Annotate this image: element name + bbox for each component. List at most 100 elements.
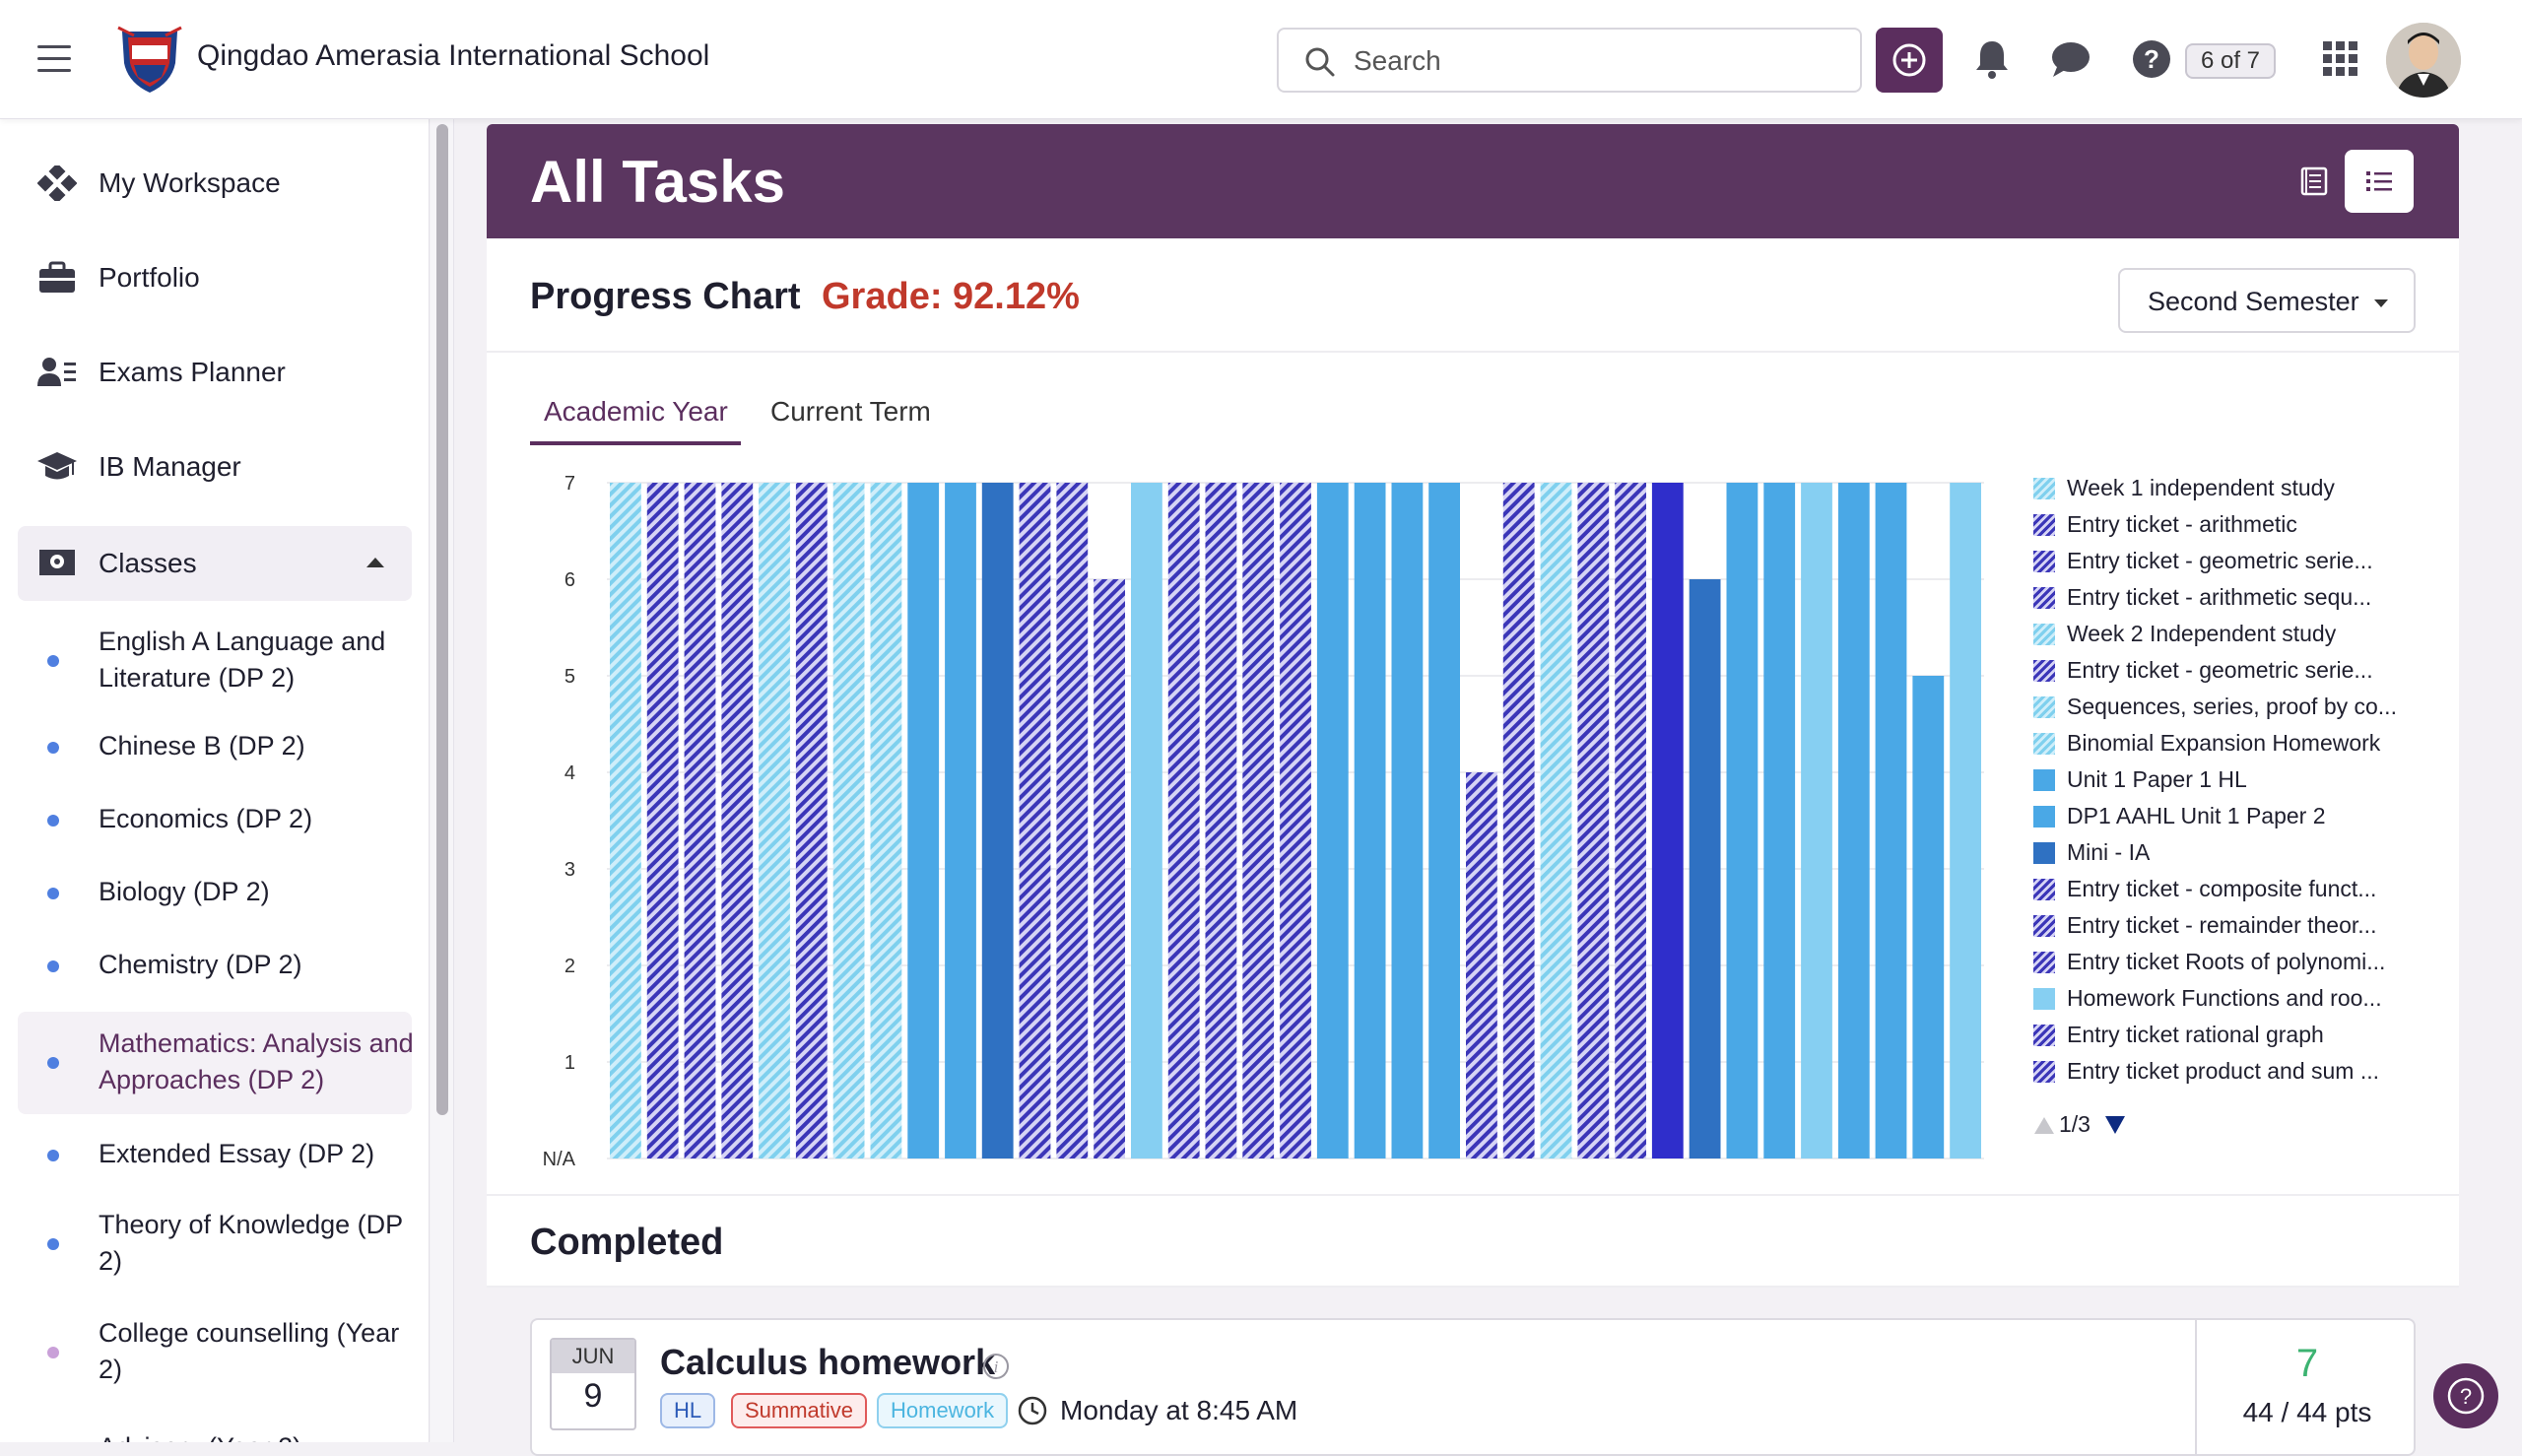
chart-bar[interactable] (1837, 483, 1870, 1158)
chart-bar[interactable] (1689, 579, 1721, 1158)
chart-bar[interactable] (945, 483, 976, 1158)
info-icon[interactable]: i (981, 1352, 1011, 1381)
chevron-down-icon (2374, 299, 2388, 307)
chart-bar[interactable] (870, 483, 902, 1158)
sidebar-item-exams-planner[interactable]: Exams Planner (18, 335, 412, 410)
page-counter-badge[interactable]: 6 of 7 (2185, 43, 2276, 79)
chart-bar[interactable] (832, 483, 865, 1158)
chart-bar[interactable] (1577, 483, 1610, 1158)
legend-label: Mini - IA (2067, 839, 2151, 865)
class-color-dot (47, 1238, 59, 1250)
chart-bar[interactable] (1391, 483, 1424, 1158)
school-name[interactable]: Qingdao Amerasia International School (197, 39, 710, 72)
y-tick-label: 1 (564, 1052, 575, 1074)
chart-bar[interactable] (1167, 483, 1200, 1158)
chart-bar[interactable] (1094, 579, 1125, 1158)
chart-bar[interactable] (1131, 483, 1162, 1158)
chart-bar[interactable] (1875, 483, 1907, 1158)
search-input[interactable] (1354, 41, 1836, 81)
legend-label: Entry ticket - composite funct... (2067, 876, 2377, 901)
user-avatar[interactable] (2386, 23, 2461, 98)
hamburger-menu-icon[interactable] (37, 45, 71, 73)
triangle-up-icon[interactable] (2033, 1115, 2055, 1135)
help-icon[interactable]: ? (2130, 37, 2173, 81)
date-month: JUN (552, 1340, 634, 1373)
class-item-theory-of-knowledge[interactable]: Theory of Knowledge (DP 2) (18, 1203, 412, 1286)
help-fab-button[interactable]: ? (2433, 1363, 2498, 1428)
legend-swatch (2033, 769, 2055, 791)
chart-bar[interactable] (1801, 483, 1832, 1158)
chart-bar[interactable] (1950, 483, 1981, 1158)
chevron-up-icon[interactable] (366, 558, 384, 567)
task-title[interactable]: Calculus homework (660, 1342, 996, 1382)
class-item-mathematics[interactable]: Mathematics: Analysis and Approaches (DP… (18, 1012, 414, 1114)
plus-circle-icon (1892, 43, 1926, 77)
class-item-chemistry[interactable]: Chemistry (DP 2) (18, 937, 412, 996)
class-item-economics[interactable]: Economics (DP 2) (18, 791, 412, 850)
apps-grid-icon[interactable] (2319, 37, 2362, 81)
legend-label: Entry ticket - geometric serie... (2067, 548, 2373, 573)
chart-bar[interactable] (1354, 483, 1386, 1158)
semester-dropdown[interactable]: Second Semester (2118, 268, 2416, 333)
legend-label: Binomial Expansion Homework (2067, 730, 2381, 756)
chart-bar[interactable] (1428, 483, 1460, 1158)
chat-icon[interactable] (2049, 37, 2092, 81)
class-item-college-counselling[interactable]: College counselling (Year 2) (18, 1311, 412, 1394)
chart-bar[interactable] (1056, 483, 1089, 1158)
class-item-biology[interactable]: Biology (DP 2) (18, 864, 412, 923)
chart-bar[interactable] (610, 483, 641, 1158)
chart-bar[interactable] (1540, 483, 1572, 1158)
grade-text: Grade: 92.12% (822, 276, 1080, 317)
chart-bar[interactable] (907, 483, 940, 1158)
chart-bar[interactable] (1466, 772, 1497, 1158)
chart-bar[interactable] (981, 483, 1014, 1158)
legend-swatch (2033, 915, 2055, 937)
chart-bar[interactable] (1912, 676, 1945, 1158)
sidebar-item-portfolio[interactable]: Portfolio (18, 240, 412, 315)
page-title: All Tasks (530, 149, 786, 215)
svg-text:i: i (994, 1357, 999, 1376)
chart-bar[interactable] (759, 483, 790, 1158)
tab-current-term[interactable]: Current Term (770, 396, 931, 427)
legend-swatch (2033, 879, 2055, 900)
search-box[interactable] (1277, 28, 1862, 93)
class-item-advisory[interactable]: Advisory (Year 2) (18, 1420, 412, 1442)
class-item-extended-essay[interactable]: Extended Essay (DP 2) (18, 1126, 412, 1185)
add-button[interactable] (1876, 28, 1943, 93)
legend-label: Entry ticket - arithmetic (2067, 511, 2297, 537)
chart-bar[interactable] (1019, 483, 1051, 1158)
legend-swatch (2033, 514, 2055, 536)
chart-bar[interactable] (1726, 483, 1759, 1158)
legend-swatch (2033, 478, 2055, 499)
chart-bar[interactable] (1763, 483, 1796, 1158)
chart-bar[interactable] (1651, 483, 1684, 1158)
active-tab-indicator (530, 441, 741, 445)
y-tick-label: 3 (564, 859, 575, 881)
chart-bar[interactable] (684, 483, 716, 1158)
chart-bar[interactable] (1615, 483, 1646, 1158)
document-view-icon (2300, 166, 2328, 196)
chart-bar[interactable] (1242, 483, 1275, 1158)
bell-icon[interactable] (1970, 37, 2014, 81)
chart-bar[interactable] (1316, 483, 1349, 1158)
class-item-chinese[interactable]: Chinese B (DP 2) (18, 718, 412, 777)
tab-academic-year[interactable]: Academic Year (544, 396, 728, 427)
legend-swatch (2033, 696, 2055, 718)
chart-bar[interactable] (795, 483, 828, 1158)
list-view-button[interactable] (2345, 150, 2414, 213)
class-item-english[interactable]: English A Language and Literature (DP 2) (18, 620, 412, 702)
sidebar-scroll-thumb[interactable] (436, 124, 448, 1115)
chart-bar[interactable] (646, 483, 679, 1158)
class-label: English A Language and Literature (DP 2) (99, 627, 386, 693)
legend-label: Entry ticket - geometric serie... (2067, 657, 2373, 683)
sidebar-item-my-workspace[interactable]: My Workspace (18, 146, 412, 221)
chart-bar[interactable] (1280, 483, 1311, 1158)
sidebar-item-ib-manager[interactable]: IB Manager (18, 430, 412, 504)
chart-bar[interactable] (721, 483, 754, 1158)
detail-view-button[interactable] (2280, 150, 2349, 213)
sidebar-item-classes[interactable]: Classes (18, 526, 412, 601)
chart-bar[interactable] (1502, 483, 1535, 1158)
chart-bar[interactable] (1205, 483, 1237, 1158)
task-card[interactable]: JUN 9 Calculus homework i HL Summative H… (530, 1318, 2416, 1456)
triangle-down-icon[interactable] (2104, 1115, 2126, 1135)
